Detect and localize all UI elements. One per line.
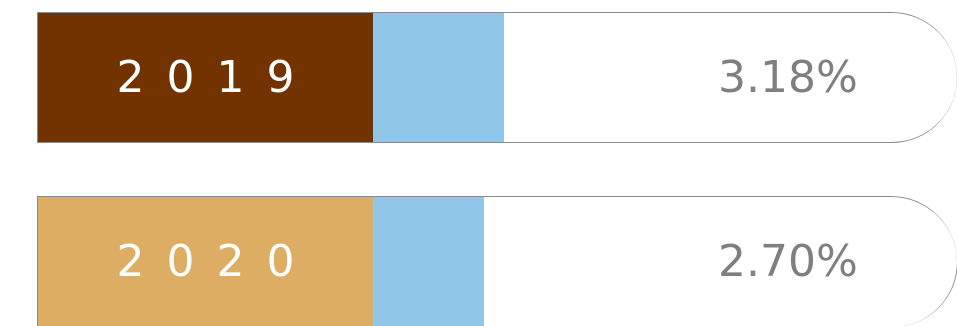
value-bar [373,13,504,142]
value-bar [373,197,484,326]
year-label: 2019 [116,52,317,103]
bar-row-2019: 2019 3.18% [37,12,957,143]
value-label: 2.70% [718,235,858,287]
bar-row-2020: 2020 2.70% [37,196,957,326]
year-label: 2020 [116,236,317,287]
value-label: 3.18% [718,52,858,103]
bar-track: 2020 [37,196,957,326]
year-label-block: 2019 [38,13,373,142]
bar-track: 2019 [37,12,957,143]
year-label-block: 2020 [38,197,373,326]
